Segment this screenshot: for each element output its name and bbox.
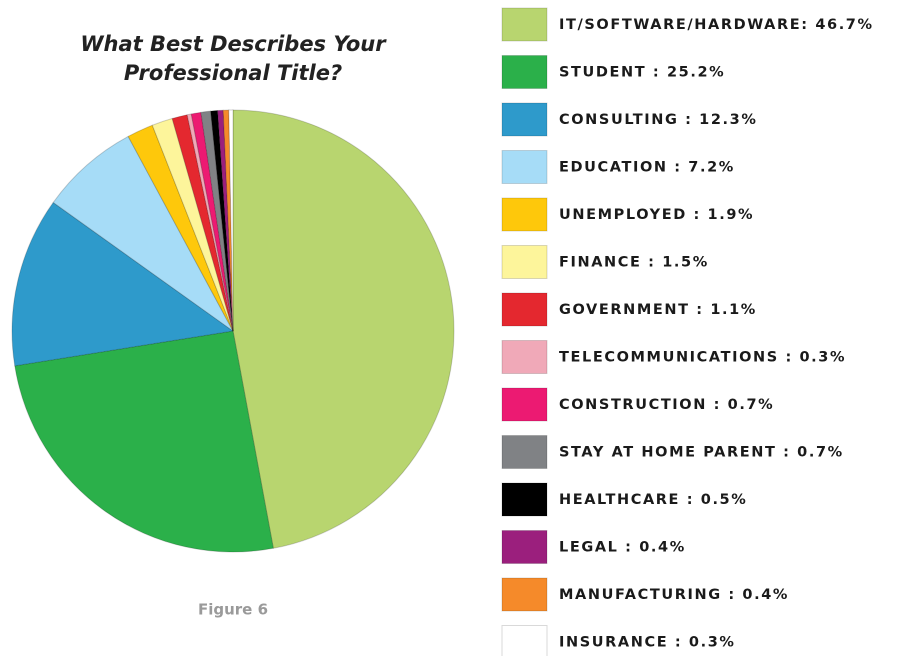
legend-label: HEALTHCARE : 0.5%: [559, 492, 747, 508]
legend-label: TELECOMMUNICATIONS : 0.3%: [559, 350, 846, 366]
chart-title: Professional Title?: [124, 61, 342, 85]
pie-slice: [232, 109, 455, 549]
legend-swatch: [501, 197, 548, 232]
pie-slice: [52, 135, 234, 332]
legend-label: FINANCE : 1.5%: [559, 255, 709, 271]
legend-label: GOVERNMENT : 1.1%: [559, 302, 757, 318]
legend-label: LEGAL : 0.4%: [559, 540, 686, 556]
legend-swatch: [501, 482, 548, 517]
legend-swatch: [501, 577, 548, 612]
legend-label: IT/SOFTWARE/HARDWARE: 46.7%: [559, 17, 874, 33]
legend-swatch: [501, 55, 548, 89]
legend-swatch: [501, 435, 548, 469]
legend-swatch: [501, 150, 548, 184]
pie-slice: [186, 113, 234, 332]
legend-label: STAY AT HOME PARENT : 0.7%: [559, 445, 844, 461]
legend-label: CONSULTING : 12.3%: [559, 112, 757, 128]
legend-label: CONSTRUCTION : 0.7%: [559, 397, 774, 413]
pie-slice: [127, 124, 234, 332]
pie-slice: [151, 117, 234, 332]
legend-label: INSURANCE : 0.3%: [559, 635, 736, 651]
legend-swatch: [501, 102, 548, 137]
legend-label: MANUFACTURING : 0.4%: [559, 587, 789, 603]
pie-slice: [210, 110, 234, 332]
legend-swatch: [501, 292, 548, 327]
figure-caption: Figure 6: [198, 601, 268, 619]
pie-slice: [222, 109, 234, 332]
legend-label: EDUCATION : 7.2%: [559, 160, 735, 176]
legend-swatch: [501, 625, 548, 656]
chart-title: What Best Describes Your: [80, 32, 387, 56]
pie-slice: [200, 110, 234, 332]
pie-slice: [217, 109, 234, 332]
legend-label: STUDENT : 25.2%: [559, 65, 725, 81]
legend-swatch: [501, 387, 548, 422]
legend-swatch: [501, 245, 548, 279]
legend-swatch: [501, 340, 548, 374]
pie-slice: [11, 201, 235, 367]
pie-slice: [228, 109, 234, 332]
pie-slice: [171, 114, 234, 332]
legend-swatch: [501, 530, 548, 564]
pie-slice: [14, 330, 274, 553]
legend-swatch: [501, 7, 548, 42]
pie-slice: [190, 111, 234, 332]
legend-label: UNEMPLOYED : 1.9%: [559, 207, 754, 223]
